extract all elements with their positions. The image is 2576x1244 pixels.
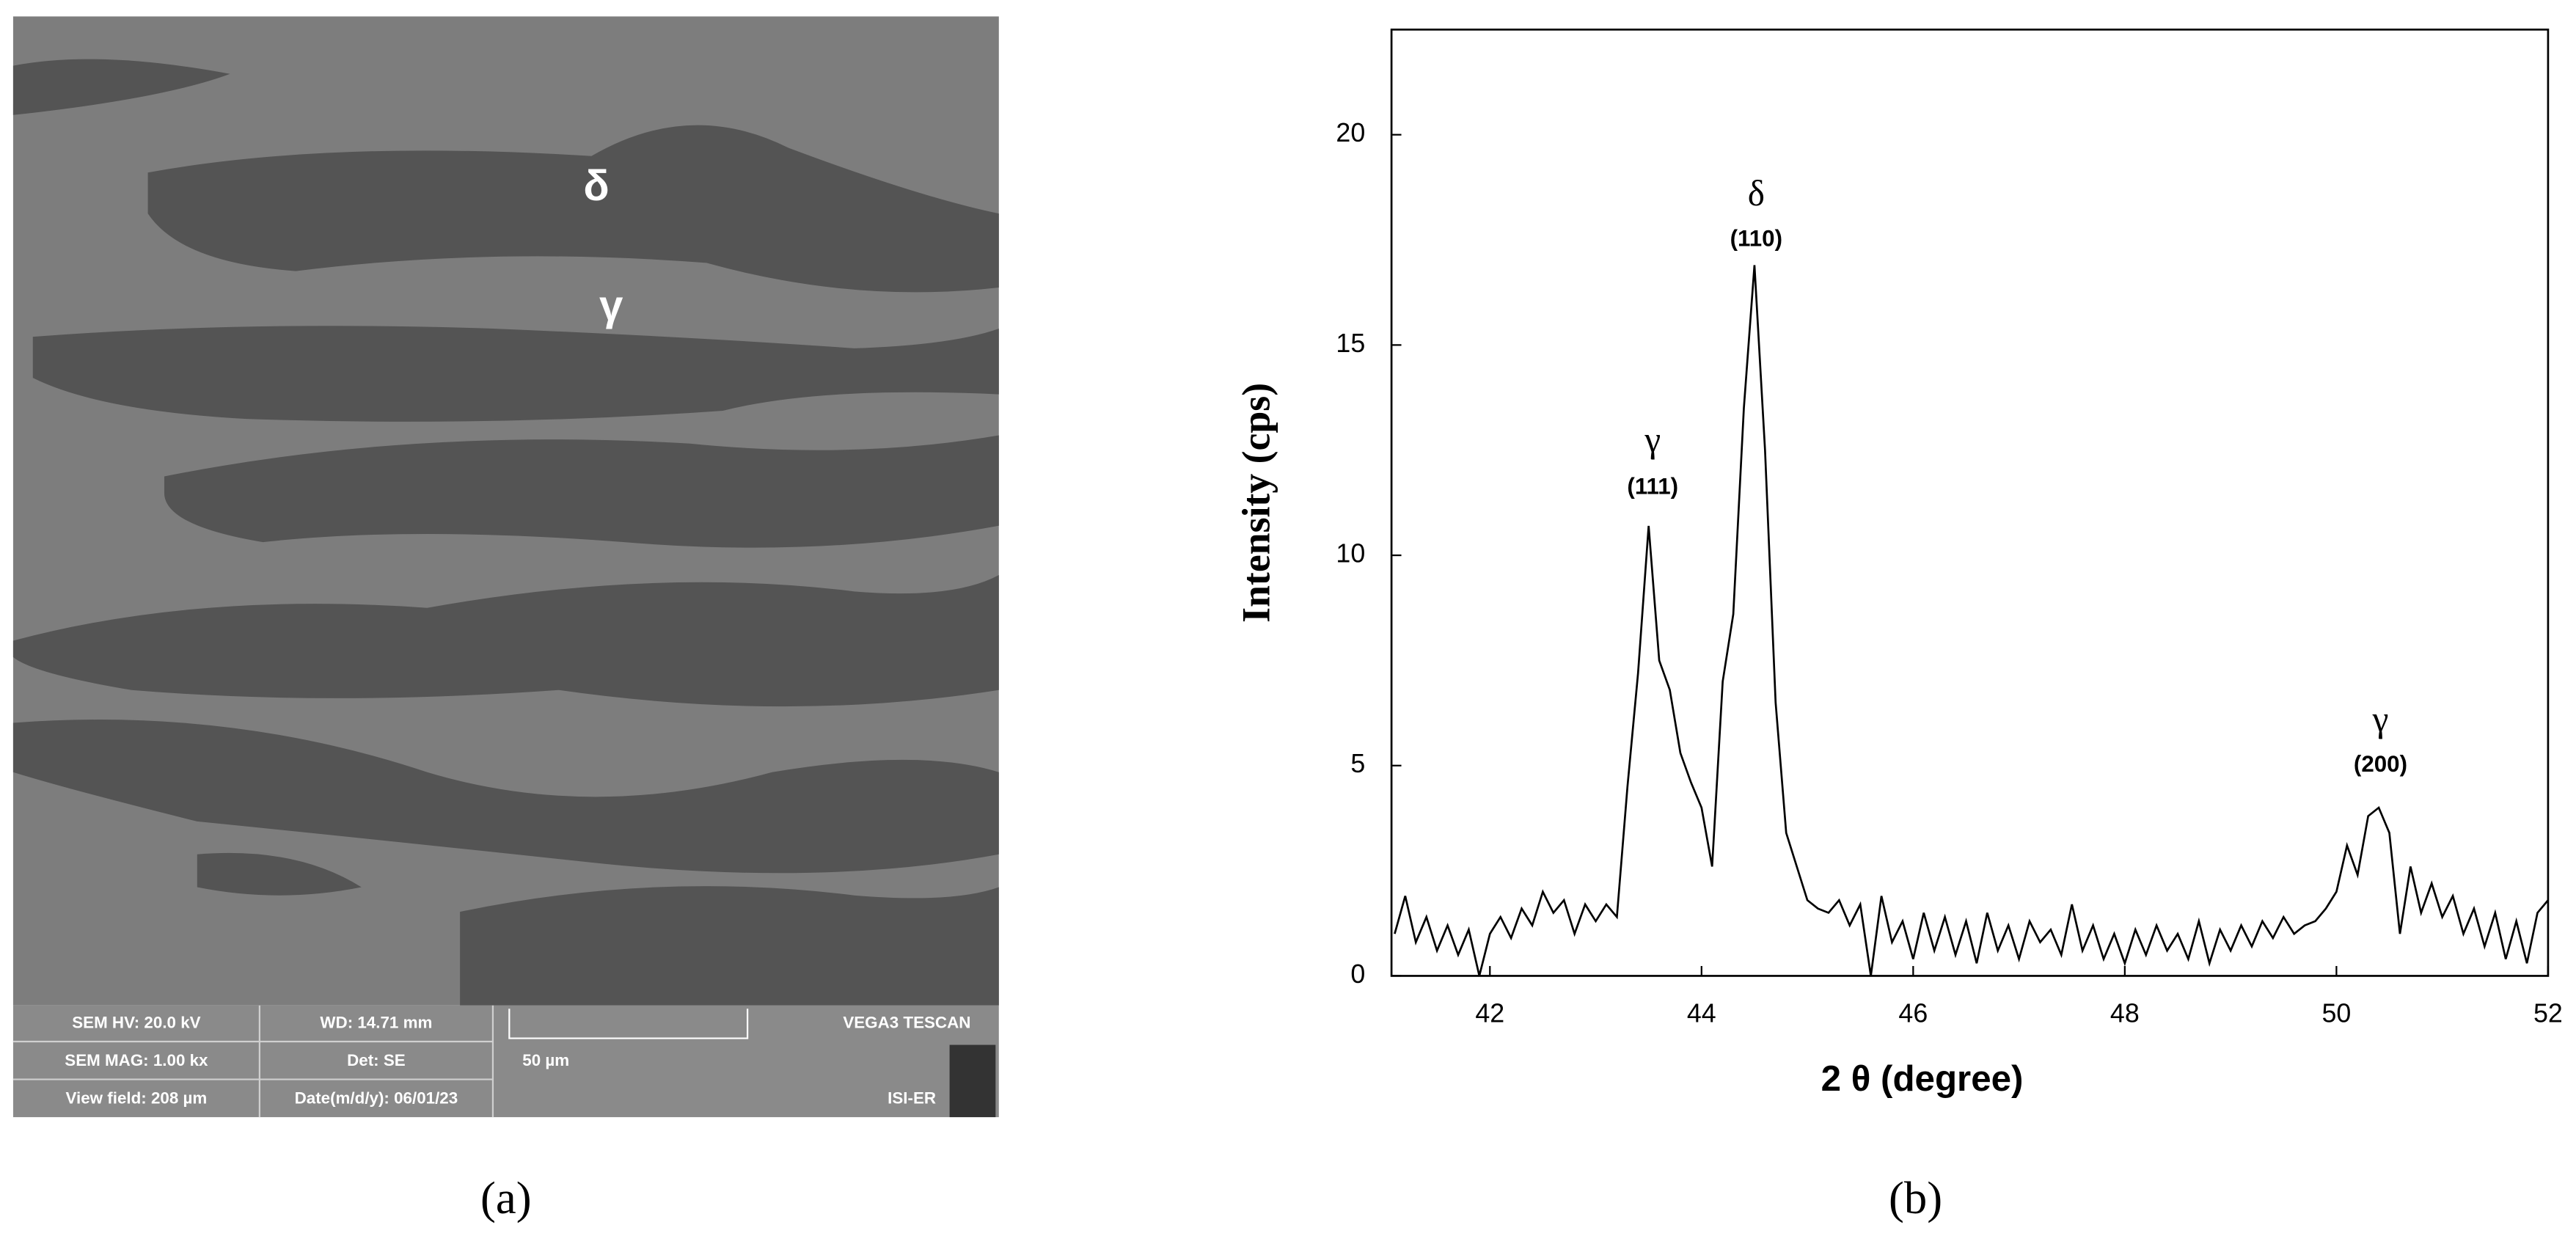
data-line (1394, 265, 2549, 976)
info-text: SEM HV: 20.0 kV (72, 1013, 200, 1031)
x-tick-label: 48 (2110, 999, 2140, 1028)
info-text: Date(m/d/y): 06/01/23 (295, 1088, 458, 1107)
y-tick-label: 10 (1336, 539, 1365, 568)
sem-panel: δ γ SEM HV: 20.0 kV WD: 14.71 mm VEGA3 T… (12, 16, 999, 1118)
y-axis-label: Intensity (cps) (1234, 383, 1278, 623)
info-text: WD: 14.71 mm (320, 1013, 432, 1031)
info-text: SEM MAG: 1.00 kx (65, 1051, 208, 1069)
x-tick-label: 52 (2533, 999, 2563, 1028)
peak-symbol: δ (1748, 173, 1765, 213)
peak-label: (111) (1627, 474, 1678, 500)
info-text: ISI-ER (888, 1088, 936, 1107)
plot-frame (1390, 28, 2550, 977)
peak-symbol: γ (1644, 420, 1661, 460)
x-tick-label: 46 (1898, 999, 1928, 1028)
y-tick-label: 5 (1350, 749, 1365, 778)
info-text: VEGA3 TESCAN (843, 1013, 970, 1031)
phase-label: δ (583, 162, 609, 210)
y-tick-label: 0 (1350, 959, 1365, 989)
sem-texture (12, 59, 999, 1006)
x-tick-label: 42 (1475, 999, 1504, 1028)
info-grid (12, 1005, 749, 1118)
info-text: 50 µm (522, 1051, 569, 1069)
info-bar (12, 1005, 999, 1118)
phase-label: γ (599, 282, 623, 329)
x-tick-label: 44 (1687, 999, 1716, 1028)
x-axis-label: 2 θ (degree) (1821, 1058, 2024, 1099)
x-tick-label: 50 (2321, 999, 2351, 1028)
peak-symbol: γ (2372, 699, 2389, 739)
y-tick-label: 20 (1336, 118, 1365, 147)
peak-label: (200) (2354, 751, 2407, 777)
info-text: Det: SE (347, 1051, 406, 1069)
caption: (a) (480, 1172, 532, 1223)
y-tick-label: 15 (1336, 329, 1365, 358)
peak-label: (110) (1730, 225, 1782, 251)
logo (949, 1044, 996, 1118)
caption: (b) (1889, 1172, 1942, 1223)
info-text: View field: 208 µm (65, 1088, 207, 1107)
